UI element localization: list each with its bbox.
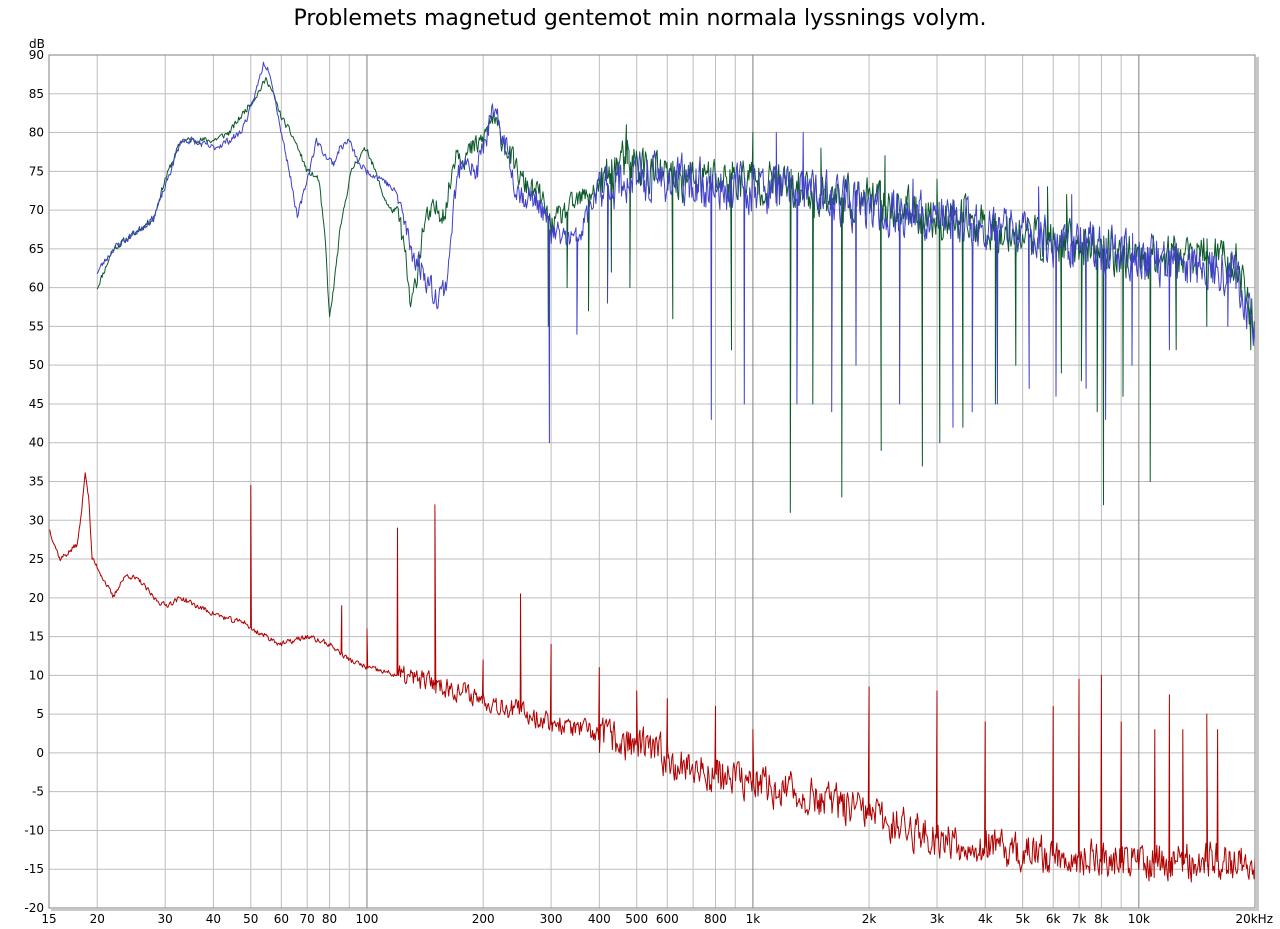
blue-series-line [96,61,1256,444]
x-tick-label: 7k [1072,912,1087,926]
x-tick-label: 400 [588,912,611,926]
y-tick-label: 55 [29,319,44,333]
y-tick-label: 85 [29,87,44,101]
y-tick-label: 5 [36,707,44,721]
x-tick-label: 1k [746,912,761,926]
plot-frame [48,54,1256,909]
axes: dB 908580757065605550454035302520151050-… [24,37,1273,926]
x-tick-label: 200 [472,912,495,926]
x-tick-label: 6k [1046,912,1061,926]
series-group [48,61,1256,883]
y-tick-label: 40 [29,436,44,450]
y-tick-label: 70 [29,203,44,217]
y-tick-label: 25 [29,552,44,566]
y-tick-label: 15 [29,630,44,644]
y-tick-label: 0 [36,746,44,760]
x-tick-label: 2k [862,912,877,926]
y-tick-label: 50 [29,358,44,372]
x-tick-label: 5k [1015,912,1030,926]
x-tick-label: 20 [90,912,105,926]
x-tick-label: 500 [625,912,648,926]
x-tick-label: 8k [1094,912,1109,926]
y-tick-label: 75 [29,164,44,178]
y-tick-label: 65 [29,242,44,256]
y-tick-label: -20 [24,901,44,915]
red-series-line [48,472,1256,883]
x-tick-label: 80 [322,912,337,926]
x-tick-label: 30 [158,912,173,926]
x-tick-label: 600 [656,912,679,926]
y-tick-label: 60 [29,281,44,295]
x-tick-label: 60 [274,912,289,926]
x-tick-label: 15 [41,912,56,926]
x-tick-label: 300 [540,912,563,926]
x-tick-label: 800 [704,912,727,926]
x-tick-label: 40 [206,912,221,926]
y-tick-label: -5 [32,785,44,799]
y-tick-label: 90 [29,48,44,62]
y-tick-label: -10 [24,823,44,837]
y-tick-label: 45 [29,397,44,411]
x-tick-label: 70 [300,912,315,926]
y-tick-label: 35 [29,475,44,489]
plot-frame-shadow-bottom [51,909,1259,911]
x-tick-label: 20kHz [1235,912,1273,926]
x-tick-label: 50 [243,912,258,926]
y-tick-label: 10 [29,668,44,682]
y-axis-unit-label: dB [29,37,45,51]
y-tick-label: -15 [24,862,44,876]
y-tick-label: 80 [29,126,44,140]
x-tick-label: 3k [930,912,945,926]
x-tick-label: 10k [1128,912,1150,926]
x-tick-label: 4k [978,912,993,926]
y-tick-label: 30 [29,513,44,527]
x-tick-label: 100 [356,912,379,926]
chart-title: Problemets magnetud gentemot min normala… [293,6,987,31]
y-tick-label: 20 [29,591,44,605]
plot-frame-shadow [1256,57,1259,910]
